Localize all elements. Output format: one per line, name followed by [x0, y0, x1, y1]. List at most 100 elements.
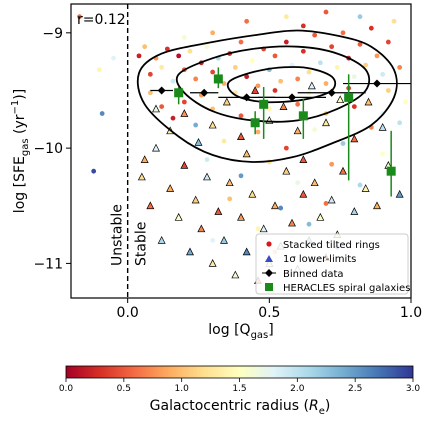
legend-box — [255, 233, 409, 295]
tilted-ring-point — [312, 32, 318, 38]
tilted-ring-point — [306, 69, 312, 75]
tilted-ring-point — [402, 99, 408, 105]
lower-limit-point — [237, 212, 245, 221]
tilted-ring-point — [317, 60, 323, 66]
tilted-ring-point — [238, 173, 244, 179]
tilted-ring-point — [77, 14, 82, 20]
colorbar-ticks: 0.0 0.5 1.0 1.5 2.0 2.5 3.0 — [59, 378, 421, 394]
legend-label: HERACLES spiral galaxies — [283, 283, 410, 294]
tilted-ring-point — [96, 67, 102, 73]
plot-frame — [70, 3, 412, 299]
x-tick-label: 0.0 — [117, 305, 139, 321]
tilted-ring-point — [283, 39, 289, 45]
tilted-ring-point — [363, 62, 369, 68]
tilted-ring-point — [380, 151, 386, 157]
tilted-ring-point — [210, 30, 216, 36]
tilted-ring-point — [300, 23, 306, 29]
tilted-ring-point — [329, 44, 335, 50]
legend-marker-triangle — [265, 255, 273, 262]
lower-limit-point — [152, 104, 160, 113]
lower-limit-point — [140, 155, 149, 163]
colorbar-tick-label: 0.0 — [59, 384, 74, 394]
tilted-ring-point — [397, 120, 403, 126]
data-points — [77, 9, 408, 285]
y-tick-label: −9 — [42, 26, 63, 42]
legend: Stacked tilted rings 1σ lower-limits Bin… — [255, 233, 410, 295]
tilted-ring-point — [227, 196, 233, 202]
tilted-ring-point — [357, 14, 363, 20]
lower-limit-point — [220, 235, 228, 244]
tilted-ring-point — [170, 78, 176, 84]
tilted-ring-point — [147, 90, 153, 96]
tilted-ring-point — [91, 168, 97, 174]
lower-limit-point — [248, 189, 257, 198]
lower-limit-point — [242, 247, 251, 256]
tilted-ring-point — [181, 35, 187, 40]
tilted-ring-point — [368, 25, 374, 31]
lower-limit-point — [203, 172, 211, 181]
heracles-point — [174, 88, 184, 98]
tilted-ring-point — [380, 71, 386, 77]
colorbar-tick-label: 3.0 — [406, 384, 421, 394]
tilted-ring-point — [334, 65, 340, 70]
lower-limit-point — [237, 132, 245, 140]
colorbar-label: Galactocentric radius (Re) — [150, 398, 331, 417]
lower-limit-point — [166, 184, 175, 192]
colorbar-tick-label: 1.0 — [175, 384, 190, 394]
tilted-ring-point — [385, 88, 391, 93]
lower-limit-point — [293, 126, 302, 135]
lower-limit-point — [299, 155, 308, 163]
lower-limit-point — [299, 189, 308, 198]
y-axis-ticks: −9 −10 −11 — [33, 26, 71, 272]
lower-limit-point — [364, 97, 373, 106]
binned-point — [157, 86, 166, 95]
tilted-ring-point — [204, 157, 210, 163]
tilted-ring-point — [193, 122, 199, 128]
y-tick-label: −10 — [33, 141, 63, 157]
stable-label: Stable — [134, 222, 150, 266]
lower-limit-point — [225, 178, 234, 187]
lower-limit-point — [373, 201, 381, 210]
lower-limit-point — [197, 224, 206, 233]
colorbar — [65, 365, 414, 379]
lower-limit-point — [350, 134, 359, 143]
lower-limit-point — [361, 184, 370, 192]
heracles-point — [344, 92, 354, 102]
lower-limit-point — [242, 149, 251, 158]
lower-limit-point — [157, 235, 166, 244]
tilted-ring-point — [295, 101, 301, 107]
lower-limit-point — [316, 212, 325, 221]
binned-point — [373, 79, 381, 88]
legend-marker-diamond — [265, 269, 273, 277]
tilted-ring-point — [159, 104, 165, 110]
lower-limit-point — [174, 212, 183, 221]
tilted-ring-point — [278, 205, 284, 211]
binned-data — [150, 79, 411, 102]
tilted-ring-point — [323, 81, 329, 86]
colorbar-tick-label: 1.5 — [232, 384, 246, 394]
tilted-ring-point — [351, 104, 357, 110]
x-axis-label: log [Qgas] — [208, 322, 273, 341]
tilted-ring-point — [238, 113, 244, 119]
tilted-ring-point — [391, 18, 397, 24]
colorbar-tick-label: 2.0 — [290, 384, 305, 394]
lower-limit-point — [271, 201, 279, 210]
tilted-ring-point — [323, 9, 329, 15]
tilted-ring-point — [210, 237, 216, 243]
colorbar-tick-label: 0.5 — [117, 384, 131, 394]
lower-limit-point — [146, 201, 155, 210]
tilted-ring-point — [136, 53, 142, 59]
lower-limit-point — [378, 123, 387, 131]
lower-limit-point — [191, 195, 200, 204]
lower-limit-point — [214, 207, 223, 215]
lower-limit-point — [222, 97, 231, 106]
legend-label: Stacked tilted rings — [283, 240, 380, 251]
tilted-ring-point — [272, 53, 278, 59]
lower-limit-point — [350, 207, 359, 215]
tilted-ring-point — [312, 127, 318, 133]
lower-limit-point — [336, 95, 345, 104]
tilted-ring-point — [255, 83, 261, 89]
tilted-ring-point — [278, 78, 284, 84]
tilted-ring-point — [99, 111, 105, 116]
